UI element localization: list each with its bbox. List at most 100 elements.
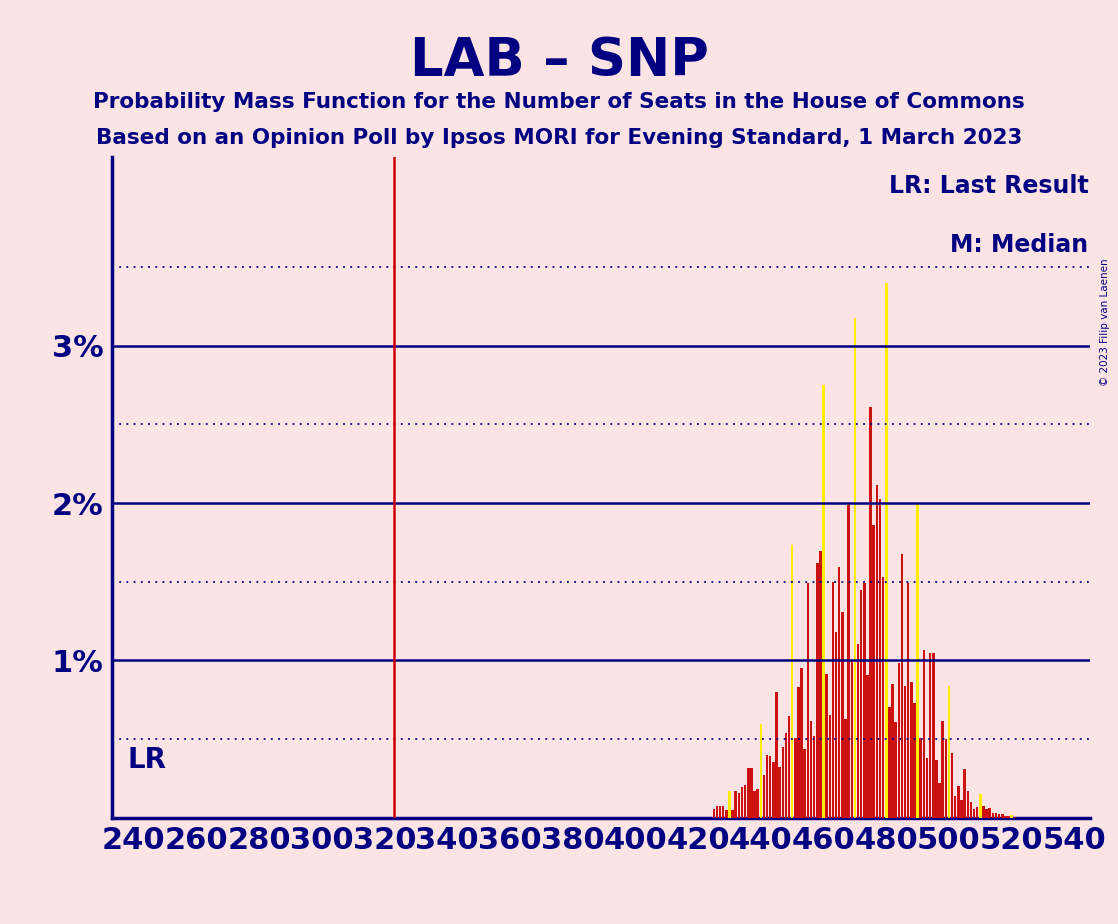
Bar — [754, 791, 756, 818]
Text: © 2023 Filip van Laenen: © 2023 Filip van Laenen — [1100, 259, 1110, 386]
Bar — [838, 567, 841, 818]
Bar — [872, 525, 875, 818]
Bar — [941, 721, 944, 818]
Bar — [1007, 816, 1010, 818]
Bar — [979, 795, 982, 818]
Bar — [806, 583, 809, 818]
Bar — [866, 675, 869, 818]
Bar — [813, 736, 815, 818]
Bar — [722, 806, 724, 818]
Bar — [922, 650, 925, 818]
Bar — [790, 545, 794, 818]
Bar — [983, 806, 985, 818]
Bar — [929, 652, 931, 818]
Bar — [919, 738, 922, 818]
Bar — [992, 813, 994, 818]
Bar — [825, 674, 828, 818]
Bar — [728, 791, 731, 818]
Bar — [898, 663, 900, 818]
Bar — [738, 794, 740, 818]
Bar — [938, 784, 941, 818]
Bar — [835, 632, 837, 818]
Bar — [891, 685, 893, 818]
Bar — [932, 653, 935, 818]
Bar — [1001, 814, 1004, 818]
Bar — [907, 583, 909, 818]
Bar — [967, 791, 969, 818]
Bar — [778, 767, 780, 818]
Bar — [926, 759, 928, 818]
Bar — [766, 755, 768, 818]
Bar — [948, 687, 950, 818]
Bar — [819, 551, 822, 818]
Bar — [998, 814, 1001, 818]
Bar — [976, 807, 978, 818]
Bar — [797, 687, 799, 818]
Bar — [847, 504, 850, 818]
Bar — [809, 721, 813, 818]
Text: Based on an Opinion Poll by Ipsos MORI for Evening Standard, 1 March 2023: Based on an Opinion Poll by Ipsos MORI f… — [96, 128, 1022, 148]
Bar — [841, 612, 844, 818]
Text: LR: LR — [127, 747, 167, 774]
Bar — [769, 756, 771, 818]
Bar — [726, 810, 728, 818]
Bar — [957, 786, 959, 818]
Bar — [854, 318, 856, 818]
Bar — [964, 769, 966, 818]
Bar — [788, 716, 790, 818]
Text: Probability Mass Function for the Number of Seats in the House of Commons: Probability Mass Function for the Number… — [93, 92, 1025, 113]
Bar — [985, 808, 988, 818]
Bar — [773, 762, 775, 818]
Bar — [885, 283, 888, 818]
Bar — [762, 774, 765, 818]
Bar — [910, 683, 912, 818]
Bar — [995, 812, 997, 818]
Bar — [785, 733, 787, 818]
Bar — [879, 499, 881, 818]
Bar — [870, 407, 872, 818]
Bar — [954, 796, 957, 818]
Bar — [781, 747, 784, 818]
Bar — [945, 739, 947, 818]
Bar — [903, 686, 907, 818]
Bar — [1014, 817, 1016, 818]
Bar — [851, 661, 853, 818]
Bar — [844, 719, 846, 818]
Bar — [743, 784, 747, 818]
Bar — [950, 753, 954, 818]
Bar — [716, 806, 718, 818]
Bar — [935, 760, 938, 818]
Bar — [1004, 816, 1006, 818]
Bar — [735, 791, 737, 818]
Bar — [804, 749, 806, 818]
Bar — [882, 577, 884, 818]
Bar — [988, 808, 991, 818]
Bar — [875, 485, 878, 818]
Bar — [860, 590, 862, 818]
Bar — [757, 789, 759, 818]
Bar — [750, 768, 752, 818]
Text: M: Median: M: Median — [950, 233, 1089, 257]
Bar — [800, 668, 803, 818]
Bar — [888, 707, 891, 818]
Bar — [917, 505, 919, 818]
Bar — [775, 692, 778, 818]
Bar — [969, 801, 973, 818]
Bar — [712, 808, 716, 818]
Bar — [913, 703, 916, 818]
Text: LAB – SNP: LAB – SNP — [409, 35, 709, 87]
Bar — [894, 723, 897, 818]
Bar — [794, 738, 796, 818]
Text: LR: Last Result: LR: Last Result — [889, 174, 1089, 198]
Bar — [973, 809, 975, 818]
Bar — [822, 385, 825, 818]
Bar — [901, 553, 903, 818]
Bar — [832, 582, 834, 818]
Bar — [828, 715, 831, 818]
Bar — [960, 799, 963, 818]
Bar — [731, 809, 733, 818]
Bar — [747, 769, 749, 818]
Bar — [719, 807, 721, 818]
Bar — [759, 723, 762, 818]
Bar — [856, 644, 860, 818]
